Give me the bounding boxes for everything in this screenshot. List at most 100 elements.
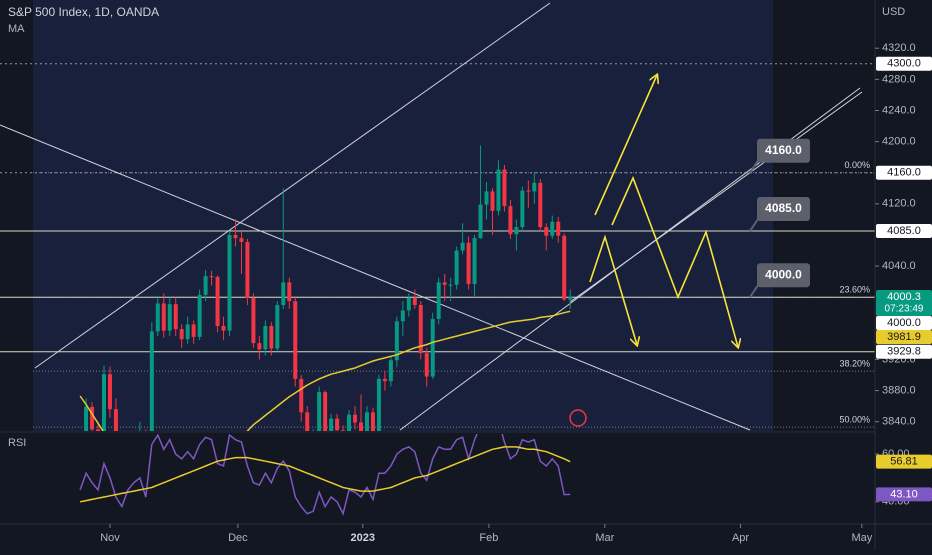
candle-body bbox=[526, 190, 531, 192]
candle-body bbox=[233, 234, 238, 239]
level-label: 4300.0 bbox=[887, 58, 921, 70]
level-label-bg bbox=[876, 56, 932, 71]
candle-body bbox=[311, 436, 315, 438]
y-tick-label: 3880.0 bbox=[882, 384, 916, 396]
arrow bbox=[594, 75, 657, 216]
candle-body bbox=[215, 276, 220, 326]
level-label-bg bbox=[876, 224, 932, 239]
candle-body bbox=[96, 429, 101, 431]
callout-box bbox=[757, 197, 810, 222]
y-tick-label: 3840.0 bbox=[882, 416, 916, 428]
candle-body bbox=[502, 169, 507, 207]
rsi-title: RSI bbox=[8, 437, 26, 449]
rsi-label-bg bbox=[876, 487, 932, 502]
candle-body bbox=[299, 378, 304, 413]
candle-body bbox=[460, 242, 465, 251]
candle-body bbox=[107, 374, 112, 410]
candle-body bbox=[490, 191, 495, 211]
candle-body bbox=[257, 343, 262, 350]
candle-body bbox=[179, 329, 184, 340]
candle-body bbox=[364, 412, 369, 431]
candle-body bbox=[538, 182, 543, 228]
candle-body bbox=[263, 325, 268, 350]
candle-body bbox=[418, 304, 423, 354]
candle-body bbox=[430, 318, 435, 377]
trend-line bbox=[0, 124, 751, 431]
candle-body bbox=[496, 169, 501, 211]
candle-body bbox=[520, 190, 525, 228]
candle-body bbox=[161, 303, 166, 331]
rsi-ma-line bbox=[79, 446, 571, 503]
candle-body bbox=[556, 221, 561, 236]
candle-body bbox=[388, 360, 393, 382]
candle-body bbox=[454, 250, 459, 285]
callout-box bbox=[757, 263, 810, 288]
candle-body bbox=[442, 282, 447, 285]
price-timer: 07:23:49 bbox=[885, 304, 924, 315]
candle-body bbox=[370, 412, 375, 431]
arrow bbox=[589, 234, 637, 345]
rsi-ma-label: 56.81 bbox=[890, 456, 918, 468]
candle-body bbox=[532, 182, 537, 192]
fib-label: 23.60% bbox=[839, 285, 870, 295]
x-tick-label: Feb bbox=[479, 532, 498, 544]
candle-body bbox=[400, 310, 405, 322]
x-tick-label: Nov bbox=[100, 532, 120, 544]
candle-body bbox=[358, 422, 363, 431]
candle-body bbox=[239, 238, 244, 242]
candle-body bbox=[293, 301, 298, 379]
candle-body bbox=[550, 221, 555, 236]
candle-body bbox=[197, 294, 202, 337]
candle-body bbox=[281, 282, 286, 305]
callout-label: 4085.0 bbox=[765, 201, 802, 215]
candle-body bbox=[221, 325, 226, 331]
ma-label: 3981.9 bbox=[887, 331, 921, 343]
candle-body bbox=[185, 324, 190, 340]
candle-body bbox=[568, 296, 573, 300]
candle-body bbox=[90, 406, 95, 430]
candle-body bbox=[329, 418, 334, 431]
currency: USD bbox=[882, 6, 905, 18]
support-line bbox=[569, 91, 863, 303]
rsi-ma-label-bg bbox=[876, 454, 932, 469]
candle-body bbox=[376, 378, 381, 431]
callout-label: 4160.0 bbox=[765, 143, 802, 157]
candle-body bbox=[544, 227, 549, 236]
y-tick-label: 4200.0 bbox=[882, 135, 916, 147]
candle-body bbox=[394, 321, 399, 361]
candle-body bbox=[508, 206, 513, 235]
y-tick-label: 4040.0 bbox=[882, 260, 916, 272]
x-tick-label: Mar bbox=[595, 532, 614, 544]
arrow bbox=[611, 175, 738, 347]
level-label-bg bbox=[876, 315, 932, 330]
y-tick-label: 4240.0 bbox=[882, 104, 916, 116]
candle-body bbox=[167, 304, 172, 331]
logo-icon bbox=[569, 409, 587, 427]
price-label: 4000.3 bbox=[887, 291, 921, 303]
level-label: 3929.8 bbox=[887, 346, 921, 358]
candle-body bbox=[448, 284, 453, 286]
x-tick-label: Dec bbox=[228, 532, 248, 544]
candle-body bbox=[113, 409, 118, 431]
candle-body bbox=[101, 374, 106, 431]
candle-body bbox=[514, 227, 519, 235]
candle-body bbox=[84, 406, 89, 431]
price-label-bg bbox=[876, 289, 932, 316]
candle-body bbox=[203, 276, 208, 295]
candle-body bbox=[323, 392, 328, 431]
x-tick-label: 2023 bbox=[351, 532, 375, 544]
candle-body bbox=[287, 282, 292, 302]
level-label: 4000.0 bbox=[887, 317, 921, 329]
candle-body bbox=[341, 430, 346, 431]
candle-body bbox=[562, 235, 567, 300]
candle-body bbox=[484, 191, 489, 205]
ma-label-bg bbox=[876, 329, 932, 344]
candle-body bbox=[155, 303, 160, 332]
candle-body bbox=[382, 378, 387, 382]
candle-body bbox=[275, 304, 280, 349]
candle-body bbox=[472, 238, 477, 284]
candle-body bbox=[406, 297, 411, 311]
candle-body bbox=[424, 353, 429, 377]
arrows bbox=[589, 75, 738, 347]
